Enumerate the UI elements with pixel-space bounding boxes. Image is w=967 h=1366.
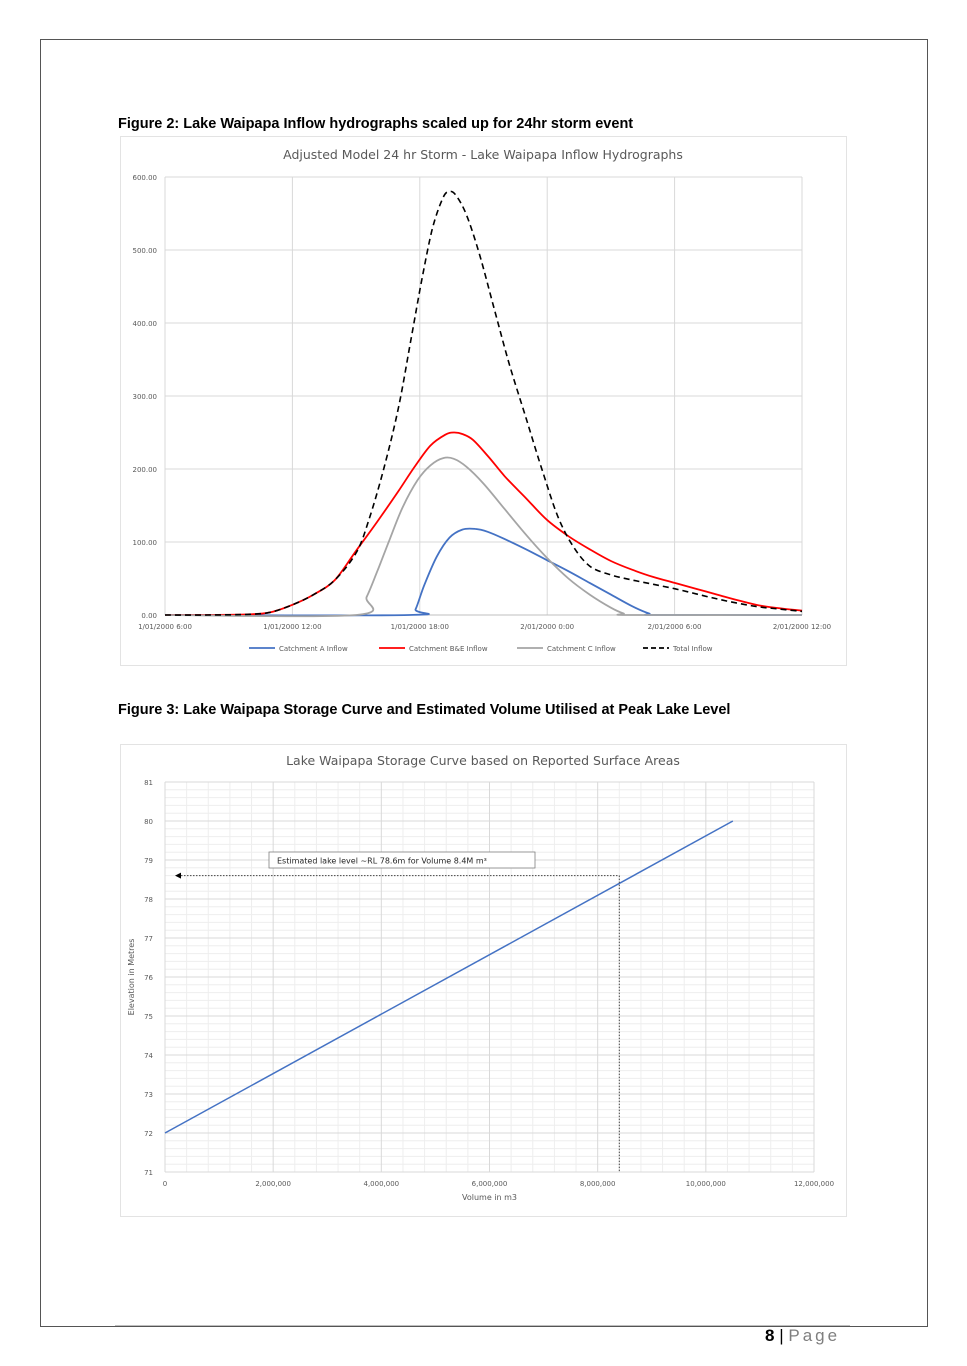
y-tick-label: 400.00 <box>133 320 158 328</box>
page-border <box>40 39 928 1327</box>
x-tick-label: 1/01/2000 12:00 <box>263 623 321 631</box>
series-line <box>164 431 803 616</box>
x-tick-label: 12,000,000 <box>794 1180 834 1188</box>
x-tick-label: 4,000,000 <box>364 1180 400 1188</box>
y-tick-label: 74 <box>144 1052 153 1060</box>
y-tick-label: 81 <box>144 779 153 787</box>
chart-title: Lake Waipapa Storage Curve based on Repo… <box>286 753 680 768</box>
page-footer: 8 | Page <box>765 1326 840 1346</box>
x-tick-label: 6,000,000 <box>472 1180 508 1188</box>
figure-2-caption: Figure 2: Lake Waipapa Inflow hydrograph… <box>118 116 634 132</box>
y-axis-label: Elevation in Metres <box>127 939 136 1016</box>
annotation-box <box>268 851 536 869</box>
footer-rule <box>115 1325 850 1326</box>
y-tick-label: 75 <box>144 1013 153 1021</box>
chart-title: Adjusted Model 24 hr Storm - Lake Waipap… <box>283 147 683 162</box>
figure-3-caption: Figure 3: Lake Waipapa Storage Curve and… <box>118 702 731 718</box>
x-tick-label: 2/01/2000 12:00 <box>773 623 831 631</box>
annotation-arrowhead <box>175 872 181 879</box>
y-tick-label: 78 <box>144 896 153 904</box>
x-tick-label: 1/01/2000 18:00 <box>391 623 449 631</box>
storage-curve-chart: Lake Waipapa Storage Curve based on Repo… <box>127 753 834 1202</box>
page-number: 8 <box>765 1326 775 1345</box>
legend-label: Catchment C Inflow <box>547 645 616 653</box>
x-tick-label: 1/01/2000 6:00 <box>138 623 192 631</box>
y-tick-label: 300.00 <box>133 393 158 401</box>
storage-curve-chart-box: Lake Waipapa Storage Curve based on Repo… <box>120 744 847 1217</box>
y-tick-label: 100.00 <box>133 539 158 547</box>
y-tick-label: 79 <box>144 857 153 865</box>
y-tick-label: 600.00 <box>133 174 158 182</box>
y-tick-label: 80 <box>144 818 153 826</box>
hydrograph-chart: Adjusted Model 24 hr Storm - Lake Waipap… <box>133 147 832 653</box>
legend-label: Total Inflow <box>672 645 713 653</box>
y-tick-label: 71 <box>144 1169 153 1177</box>
y-tick-label: 0.00 <box>141 612 157 620</box>
page-label: Page <box>788 1326 841 1345</box>
y-tick-label: 73 <box>144 1091 153 1099</box>
series-line <box>164 527 803 617</box>
annotation-text: Estimated lake level ~RL 78.6m for Volum… <box>277 857 487 866</box>
x-tick-label: 10,000,000 <box>686 1180 726 1188</box>
legend-label: Catchment B&E Inflow <box>409 645 488 653</box>
y-tick-label: 500.00 <box>133 247 158 255</box>
x-tick-label: 2/01/2000 0:00 <box>520 623 574 631</box>
series-line <box>164 456 803 618</box>
x-tick-label: 2/01/2000 6:00 <box>648 623 702 631</box>
page-separator: | <box>779 1326 784 1345</box>
y-tick-label: 76 <box>144 974 153 982</box>
x-tick-label: 2,000,000 <box>255 1180 291 1188</box>
storage-curve-line <box>164 820 734 1134</box>
y-tick-label: 72 <box>144 1130 153 1138</box>
x-tick-label: 0 <box>163 1180 167 1188</box>
series-line <box>164 190 803 616</box>
x-tick-label: 8,000,000 <box>580 1180 616 1188</box>
x-axis-label: Volume in m3 <box>462 1193 517 1202</box>
hydrograph-chart-box: Adjusted Model 24 hr Storm - Lake Waipap… <box>120 136 847 666</box>
legend-label: Catchment A Inflow <box>279 645 348 653</box>
y-tick-label: 200.00 <box>133 466 158 474</box>
y-tick-label: 77 <box>144 935 153 943</box>
